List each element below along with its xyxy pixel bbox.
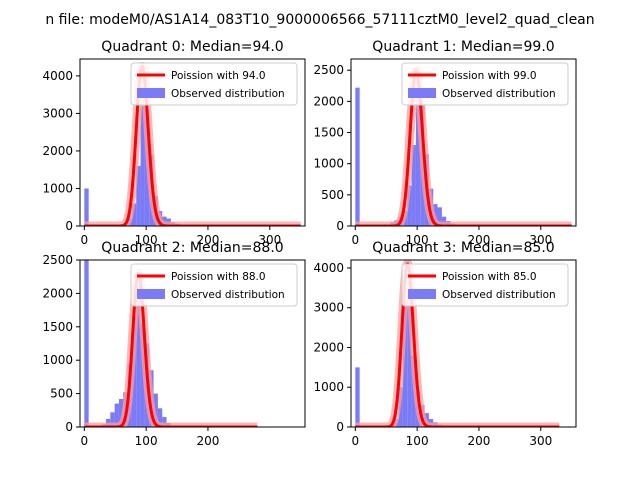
legend: Poission with 94.0 Observed distribution [130,62,298,106]
axes-frame [79,259,306,428]
x-tick-label: 200 [197,434,220,448]
histogram-bar [118,398,124,427]
y-tick-label: 2000 [42,286,73,300]
histogram-bar [411,144,416,226]
x-tick-label: 100 [135,233,158,247]
x-tick-label: 300 [529,434,552,448]
legend-frame [130,62,298,106]
y-tick-label: 2500 [42,253,73,267]
histogram-bar [84,188,89,226]
chart-panel-1: 0 100 200 300 0 500 1000 1500 2000 2500 Poission w… [313,39,577,247]
x-tick-label: 0 [352,434,360,448]
legend-entry-fit: Poission with 94.0 [171,70,266,82]
histogram-bar [355,87,360,226]
y-tick-label: 1000 [313,380,344,394]
histogram-bar [110,412,115,427]
histogram-bar [157,408,163,427]
legend-entry-observed: Observed distribution [171,88,285,100]
legend-frame [130,263,298,307]
legend: Poission with 99.0 Observed distribution [401,62,569,106]
histogram-bar [355,367,360,427]
legend-bar-swatch [137,289,165,299]
legend-entry-observed: Observed distribution [442,289,556,301]
x-tick-label: 300 [258,233,281,247]
histogram-bar [136,286,141,427]
y-tick-label: 500 [321,188,344,202]
histogram-bar [114,403,119,427]
y-tick-label: 0 [336,420,344,434]
histogram-bar [415,98,421,226]
panel-title: Quadrant 1: Median=99.0 [372,39,554,55]
histogram-bar [140,105,145,226]
histogram-bar [84,260,89,427]
x-tick-label: 0 [81,233,89,247]
legend: Poission with 88.0 Observed distribution [130,263,298,307]
figure-title: n file: modeM0/AS1A14_083T10_9000006566_… [45,12,594,28]
legend-bar-swatch [408,88,436,98]
x-tick-label: 100 [406,434,429,448]
y-tick-label: 2000 [313,94,344,108]
y-tick-label: 0 [336,219,344,233]
histogram-bar [437,207,442,226]
panel-title: Quadrant 2: Median=88.0 [101,240,283,256]
histogram-bar [407,291,412,427]
y-tick-label: 2000 [42,144,73,158]
x-tick-label: 200 [468,434,491,448]
histogram-bar [441,216,447,226]
y-tick-label: 1000 [42,181,73,195]
legend-entry-fit: Poission with 99.0 [442,70,537,82]
axes-frame [350,259,577,428]
legend-entry-fit: Poission with 88.0 [171,271,266,283]
histogram-bar [131,203,137,226]
legend-entry-fit: Poission with 85.0 [442,271,537,283]
y-tick-label: 0 [65,219,73,233]
y-tick-label: 0 [65,420,73,434]
y-tick-label: 1000 [42,353,73,367]
legend: Poission with 85.0 Observed distribution [401,263,569,307]
y-tick-label: 1000 [313,157,344,171]
legend-frame [401,263,569,307]
y-tick-label: 2000 [313,340,344,354]
x-tick-label: 100 [406,233,429,247]
legend-bar-swatch [408,289,436,299]
histogram-bar [153,393,158,427]
plot-area [80,260,262,427]
y-tick-label: 4000 [313,261,344,275]
y-tick-label: 500 [50,387,73,401]
y-tick-label: 1500 [42,320,73,334]
legend-entry-observed: Observed distribution [171,289,285,301]
x-tick-label: 300 [529,233,552,247]
x-tick-label: 200 [197,233,220,247]
legend-bar-swatch [137,88,165,98]
y-tick-label: 1500 [313,126,344,140]
panel-title: Quadrant 0: Median=94.0 [101,39,283,55]
y-tick-label: 4000 [42,69,73,83]
legend-frame [401,62,569,106]
y-tick-label: 2500 [313,63,344,77]
histogram-bar [162,416,167,427]
y-tick-label: 3000 [313,301,344,315]
x-tick-label: 200 [468,233,491,247]
y-tick-label: 3000 [42,106,73,120]
axes-frame [350,58,577,227]
x-tick-label: 0 [81,434,89,448]
histogram-bar [407,185,412,226]
legend-entry-observed: Observed distribution [442,88,556,100]
x-tick-label: 100 [135,434,158,448]
panel-title: Quadrant 3: Median=85.0 [372,240,554,256]
x-tick-label: 0 [352,233,360,247]
histogram-bar [136,165,141,226]
axes-frame [79,58,306,227]
histogram-bar [402,287,408,427]
